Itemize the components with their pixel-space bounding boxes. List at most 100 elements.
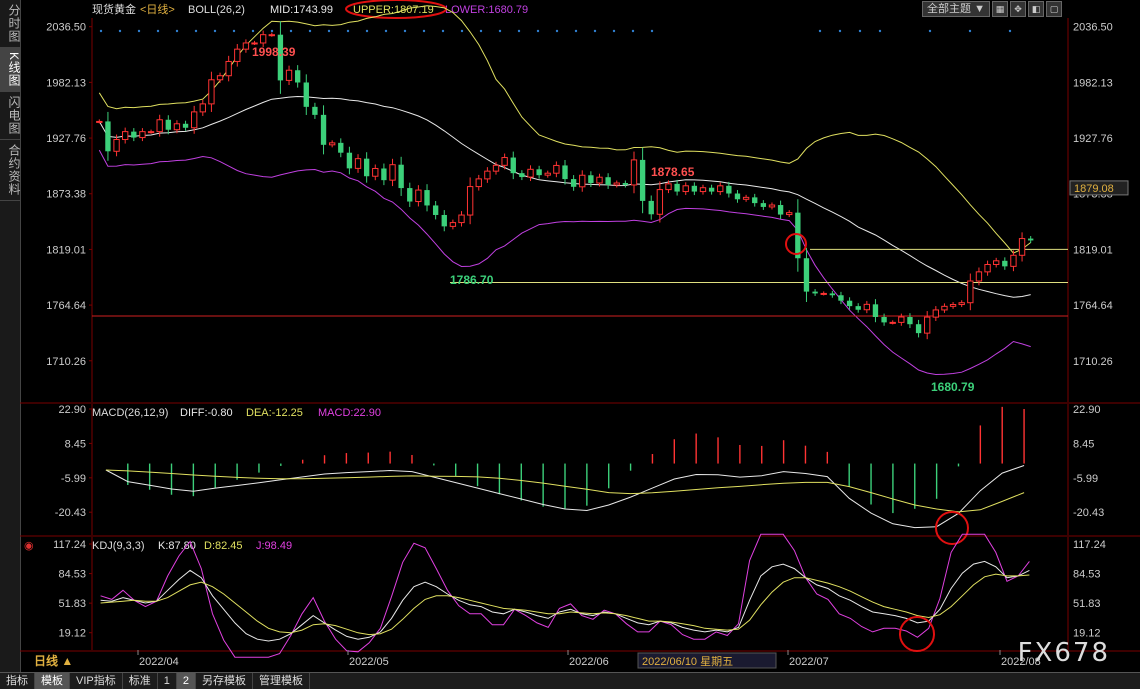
period-indicator[interactable]: 日线 ▲ (34, 653, 73, 668)
y-tick-left: 1927.76 (46, 133, 86, 145)
y-tick-left: 1819.01 (46, 244, 86, 256)
tab-kline-chart[interactable]: K线图 (0, 48, 21, 93)
kdj-d-value: D:82.45 (204, 540, 243, 552)
candle-body (363, 158, 370, 177)
boll-mid-value: MID:1743.99 (270, 4, 333, 16)
candle-body (656, 189, 664, 215)
signal-dot (460, 29, 464, 33)
toolbar-manage-template-button[interactable]: 管理模板 (253, 673, 310, 689)
candle-body (812, 291, 818, 294)
toolbar-page-1-button[interactable]: 1 (158, 673, 177, 689)
candle-body (381, 168, 387, 181)
candle-body (639, 159, 646, 201)
candle-body (881, 316, 887, 323)
candle-body (949, 304, 957, 307)
y-tick-left: 117.24 (53, 539, 86, 551)
toolbar-template-button[interactable]: 模板 (35, 673, 70, 689)
macd-diff-value: DIFF:-0.80 (180, 407, 233, 419)
toolbar-indicator-button[interactable]: 指标 (0, 673, 35, 689)
x-tick-label: 2022/06 (569, 656, 609, 668)
grid-icon[interactable]: ▦ (992, 1, 1008, 17)
signal-dot (403, 29, 407, 33)
chart-area[interactable]: 现货黄金 <日线> BOLL(26,2) MID:1743.99 UPPER:1… (20, 0, 1140, 672)
signal-dot (631, 29, 635, 33)
signal-dot (441, 29, 445, 33)
macd-dea-value: DEA:-12.25 (246, 407, 303, 419)
tab-flash-chart[interactable]: 闪电图 (0, 92, 21, 141)
candle-body (562, 165, 568, 180)
candle-body (466, 186, 474, 216)
signal-dot (99, 29, 103, 33)
candle-body (691, 185, 698, 192)
candle-body (613, 182, 620, 186)
candle-body (398, 164, 404, 189)
signal-dot (498, 29, 502, 33)
candle-body (907, 317, 913, 325)
candle-body (346, 152, 353, 169)
signal-dot (384, 29, 388, 33)
toolbar-save-template-button[interactable]: 另存模板 (196, 673, 253, 689)
macd-dea-line (105, 469, 1025, 513)
annotation-high-2: 1878.65 (651, 165, 695, 179)
sidebar: 分时图 K线图 闪电图 合约资料 (0, 0, 21, 672)
signal-dot (878, 29, 882, 33)
candle-body (993, 260, 1000, 265)
move-icon[interactable]: ✥ (1010, 1, 1026, 17)
signal-dot (175, 29, 179, 33)
bottom-toolbar: 指标 模板 VIP指标 标准 1 2 另存模板 管理模板 (0, 672, 1140, 689)
candle-body (492, 164, 500, 172)
theme-dropdown[interactable]: 全部主题 ▼ (922, 1, 990, 17)
candle-body (924, 316, 931, 334)
tab-contract-info[interactable]: 合约资料 (0, 140, 21, 202)
y-tick-left: -5.99 (61, 473, 86, 485)
toolbar-vip-button[interactable]: VIP指标 (70, 673, 123, 689)
y-tick-right: 1982.13 (1073, 77, 1113, 89)
candle-body (967, 280, 974, 304)
candle-body (122, 131, 129, 141)
toggle-icon[interactable]: ◧ (1028, 1, 1044, 17)
signal-dot (928, 29, 932, 33)
candle-body (553, 164, 560, 174)
signal-dot (156, 29, 160, 33)
y-tick-left: 1710.26 (46, 356, 86, 368)
candle-body (449, 222, 457, 227)
kdj-d-line (100, 573, 1030, 636)
kdj-settings-icon[interactable]: ◉ (24, 540, 34, 552)
signal-dot (422, 29, 426, 33)
candle-body (338, 142, 344, 153)
signal-dot (213, 29, 217, 33)
x-tick-label: 2022/08 (1001, 656, 1041, 668)
boll-mid-line (98, 95, 1031, 298)
macd-cross-highlight-circle (935, 511, 969, 545)
toolbar-page-2-button[interactable]: 2 (176, 673, 196, 689)
toolbar-standard-button[interactable]: 标准 (123, 673, 158, 689)
candle-body (682, 185, 689, 193)
current-price-label: 1879.08 (1074, 183, 1114, 195)
candle-body (147, 131, 155, 134)
candle-body (424, 190, 430, 206)
maximize-icon[interactable]: ▢ (1046, 1, 1062, 17)
candle-body (199, 103, 206, 113)
candle-body (648, 200, 654, 215)
y-tick-right: -20.43 (1073, 507, 1104, 519)
candle-body (838, 295, 844, 301)
candle-body (312, 106, 318, 115)
candle-body (1010, 254, 1017, 267)
candle-body (208, 79, 215, 105)
candle-body (441, 214, 447, 227)
tab-time-chart[interactable]: 分时图 (0, 0, 21, 48)
y-tick-right: 1710.26 (1073, 356, 1113, 368)
macd-diff-line (105, 465, 1025, 529)
candle-body (915, 324, 922, 334)
candle-body (251, 42, 258, 45)
candle-body (622, 183, 629, 185)
candle-body (182, 123, 189, 128)
candle-body (579, 174, 586, 188)
kdj-j-value: J:98.49 (256, 540, 292, 552)
y-tick-left: 22.90 (58, 404, 86, 416)
boll-upper-line (98, 5, 1032, 254)
signal-dot (858, 29, 862, 33)
annotation-high-1: 1998.39 (252, 45, 296, 59)
signal-dot (517, 29, 521, 33)
signal-dot (308, 29, 312, 33)
